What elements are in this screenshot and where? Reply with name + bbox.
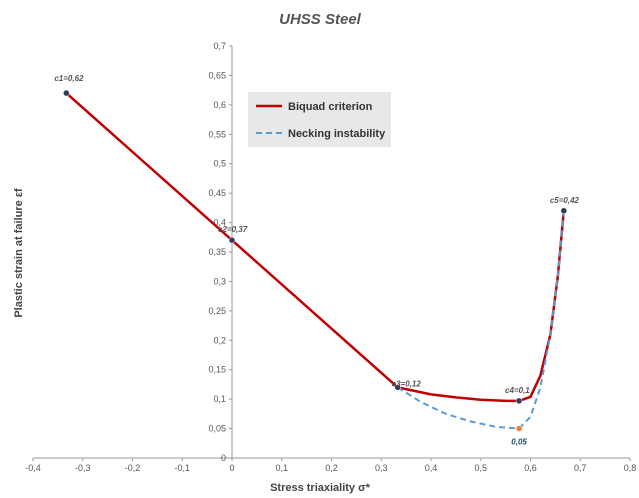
y-tick-label: 0,45 [208, 188, 226, 198]
y-tick-label: 0,4 [213, 218, 226, 228]
data-marker [63, 89, 70, 97]
series-line-necking [397, 210, 565, 430]
point-label: c4=0,1 [505, 386, 530, 395]
point-label: c3=0,12 [392, 379, 422, 388]
point-label: c2=0,37 [218, 225, 248, 234]
y-tick-label: 0,6 [213, 100, 226, 110]
point-label: c5=0,42 [550, 196, 580, 205]
x-tick-label: 0,5 [474, 463, 487, 473]
x-tick-labels: -0,4 -0,3 -0,2 -0,1 0 0,1 0,2 0,3 0,4 0,5 0,6 0,7 0,… [25, 458, 636, 473]
x-axis-label: Stress triaxiality σ* [270, 482, 371, 494]
x-tick-label: 0,7 [574, 463, 587, 473]
x-tick-label: -0,1 [174, 463, 190, 473]
y-tick-label: 0,7 [213, 41, 226, 51]
x-tick-label: -0,3 [75, 463, 91, 473]
x-tick-label: -0,2 [125, 463, 141, 473]
point-label: 0,05 [511, 438, 527, 447]
y-tick-label: 0,2 [213, 335, 226, 345]
x-tick-label: 0,6 [524, 463, 537, 473]
y-tick-label: 0,3 [213, 276, 226, 286]
point-labels: c1=0,62 c2=0,37 c3=0,12 c4=0,1 c5=0,42 0,05 [54, 74, 579, 446]
legend: Biquad criterion Necking instability [248, 92, 391, 147]
x-tick-label: 0,3 [375, 463, 388, 473]
y-tick-label: 0,15 [208, 365, 226, 375]
y-tick-label: 0,1 [213, 394, 226, 404]
y-tick-label: 0,35 [208, 247, 226, 257]
y-tick-label: 0,55 [208, 129, 226, 139]
y-tick-label: 0,25 [208, 306, 226, 316]
y-tick-label: 0,65 [208, 70, 226, 80]
y-tick-label: 0,05 [208, 424, 226, 434]
y-axis-label: Plastic strain at failure εf [13, 188, 25, 318]
data-marker [515, 397, 523, 405]
x-tick-label: 0,4 [425, 463, 438, 473]
legend-box [248, 92, 391, 147]
x-tick-label: -0,4 [25, 463, 41, 473]
x-tick-label: 0 [229, 463, 234, 473]
chart-title: UHSS Steel [279, 11, 362, 28]
y-tick-label: 0 [221, 453, 226, 463]
data-marker [228, 236, 236, 244]
data-markers [63, 89, 568, 432]
y-tick-label: 0,5 [213, 159, 226, 169]
point-label: c1=0,62 [54, 74, 84, 83]
x-tick-label: 0,8 [624, 463, 637, 473]
legend-entry-biquad: Biquad criterion [288, 101, 373, 113]
data-marker [515, 425, 523, 432]
legend-entry-necking: Necking instability [288, 128, 386, 140]
y-tick-labels: 0 0,05 0,1 0,15 0,2 0,25 0,3 0,35 0,4 0,45 0,5 0,55… [208, 41, 232, 463]
data-marker [394, 384, 401, 391]
x-tick-label: 0,1 [275, 463, 288, 473]
data-marker [560, 207, 568, 215]
x-tick-label: 0,2 [325, 463, 338, 473]
